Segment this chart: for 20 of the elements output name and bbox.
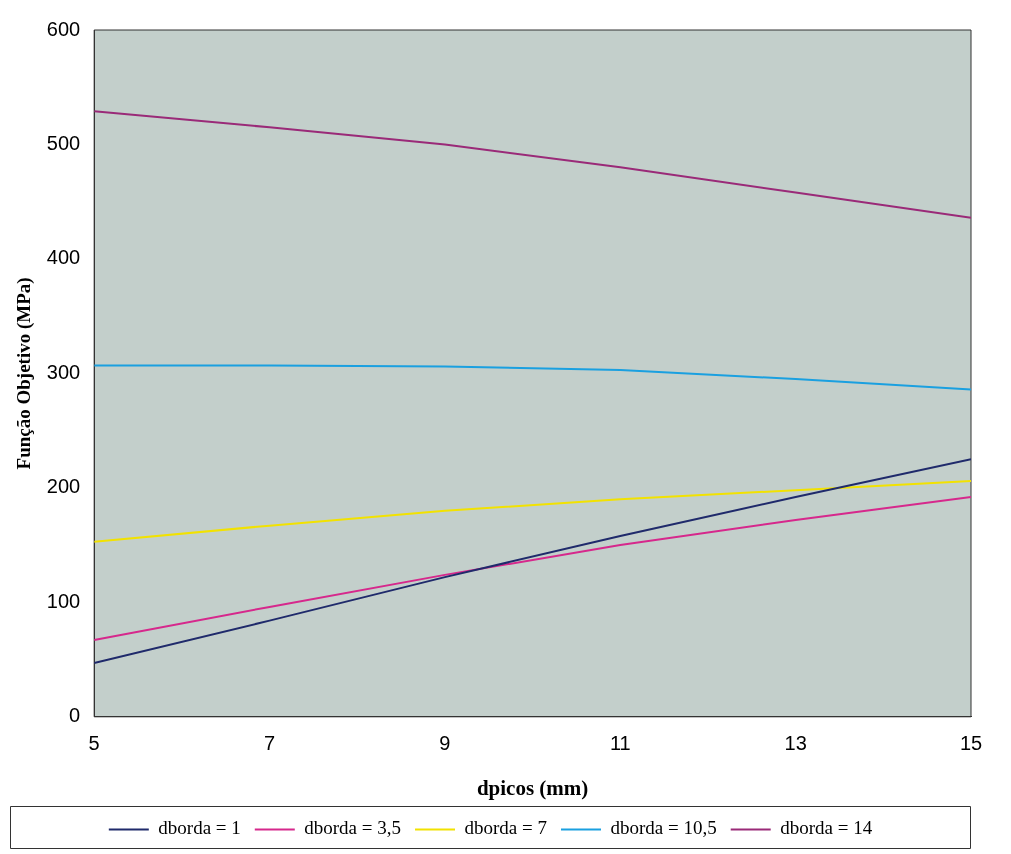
y-tick-label: 300: [46, 360, 81, 383]
legend-label: dborda = 7: [464, 817, 547, 839]
legend-label: dborda = 3,5: [304, 817, 402, 839]
y-tick-label: 400: [46, 246, 81, 269]
y-tick-label: 600: [46, 17, 81, 40]
y-tick-label: 500: [46, 131, 81, 154]
y-tick-label: 200: [46, 475, 81, 498]
x-tick-label: 11: [609, 732, 631, 755]
legend-label: dborda = 1: [158, 817, 241, 839]
x-tick-label: 5: [88, 732, 100, 755]
x-tick-label: 13: [784, 732, 807, 755]
y-axis-title: Função Objetivo (MPa): [13, 277, 36, 470]
y-tick-label: 100: [46, 589, 81, 612]
legend-label: dborda = 14: [780, 817, 873, 839]
y-tick-label: 0: [69, 704, 81, 727]
x-tick-label: 15: [959, 732, 983, 755]
legend-label: dborda = 10,5: [610, 817, 717, 839]
x-axis-title: dpicos (mm): [476, 775, 589, 800]
x-tick-label: 9: [439, 732, 451, 755]
x-tick-label: 7: [263, 732, 276, 755]
